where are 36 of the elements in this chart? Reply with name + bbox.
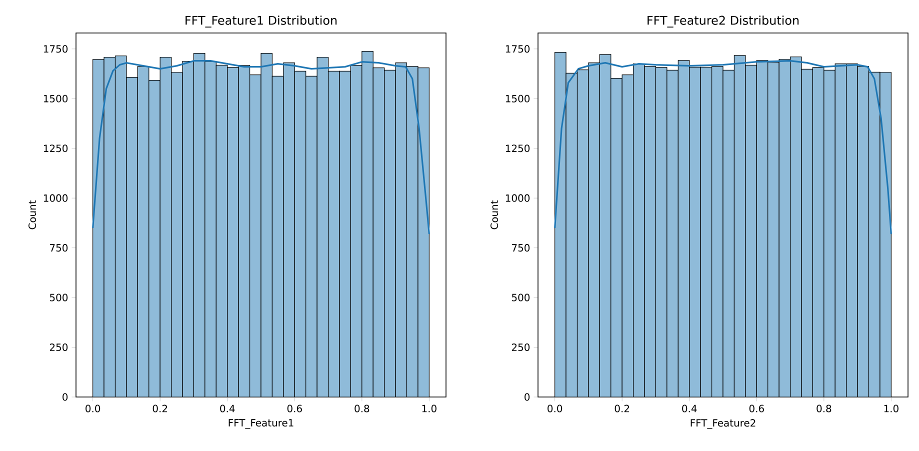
x-tick-label: 0.4 [682, 404, 697, 412]
y-tick-label: 0 [524, 393, 530, 401]
x-tick-label: 0.8 [354, 404, 370, 412]
line-series [92, 60, 430, 235]
y-axis-title: Count [490, 200, 498, 230]
chart-title: FFT_Feature1 Distribution [186, 16, 337, 28]
x-tick-label: 0.0 [548, 404, 562, 412]
y-axis-title: Count [28, 200, 36, 230]
y-tick-label: 1500 [506, 94, 530, 102]
y-tick-label: 1250 [506, 144, 530, 152]
x-tick-label: 0.0 [86, 404, 100, 412]
y-tick-label: 0 [62, 393, 68, 401]
line-series [554, 60, 892, 235]
x-tick-label: 1.0 [422, 404, 436, 412]
y-tick-label: 1250 [44, 144, 68, 152]
y-tick-label: 1000 [44, 194, 68, 202]
x-tick-label: 0.8 [816, 404, 832, 412]
x-tick-label: 0.6 [287, 404, 302, 412]
x-axis-title: FFT_Feature2 [690, 419, 756, 429]
y-tick-label: 1000 [506, 194, 530, 202]
y-tick-label: 1750 [44, 45, 68, 53]
y-tick-label: 500 [50, 294, 68, 302]
y-tick-label: 750 [50, 244, 68, 252]
y-tick-label: 250 [512, 343, 530, 352]
chart-title: FFT_Feature2 Distribution [648, 16, 799, 28]
y-tick-label: 1750 [506, 45, 530, 53]
y-tick-label: 1500 [44, 94, 68, 102]
x-axis-title: FFT_Feature1 [228, 419, 294, 429]
x-tick-label: 0.2 [614, 404, 630, 412]
y-tick-label: 250 [50, 343, 68, 352]
y-tick-label: 750 [512, 244, 530, 252]
x-tick-label: 0.4 [220, 404, 235, 412]
x-tick-label: 0.6 [749, 404, 764, 412]
x-tick-label: 0.2 [152, 404, 168, 412]
y-tick-label: 500 [512, 294, 530, 302]
x-tick-label: 1.0 [884, 404, 898, 412]
